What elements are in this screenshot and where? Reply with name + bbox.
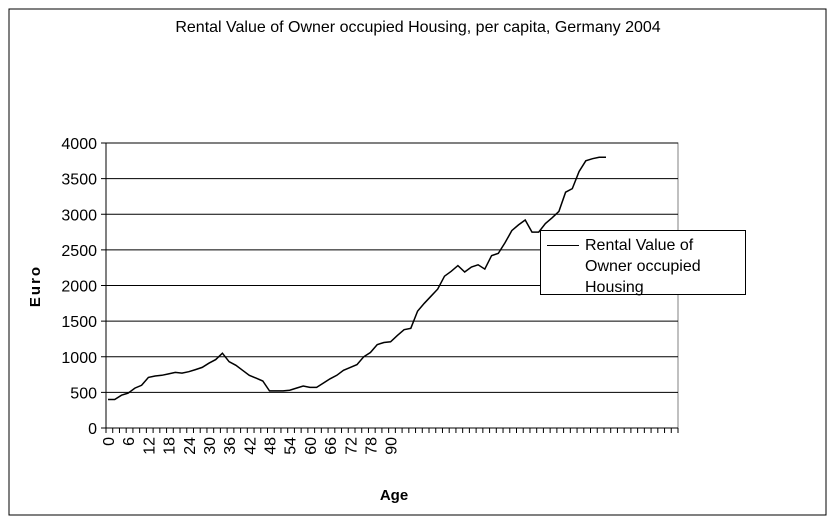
x-tick-label: 60 <box>303 437 320 455</box>
y-tick-label: 0 <box>88 421 97 438</box>
y-tick-label: 1500 <box>61 314 97 331</box>
x-tick-label: 42 <box>242 437 259 455</box>
x-tick-label: 12 <box>141 437 158 455</box>
x-tick-label: 18 <box>162 437 179 455</box>
x-tick-label: 78 <box>363 437 380 455</box>
y-tick-label: 2500 <box>61 243 97 260</box>
x-tick-label: 90 <box>384 437 401 455</box>
x-axis-label: Age <box>380 487 408 504</box>
x-tick-label: 0 <box>101 437 118 446</box>
series-line <box>108 156 606 401</box>
legend-swatch <box>547 245 579 246</box>
legend: Rental Value of Owner occupied Housing <box>540 230 746 296</box>
y-tick-label: 2000 <box>61 279 97 296</box>
y-tick-label: 3500 <box>61 172 97 189</box>
x-tick-label: 6 <box>121 437 138 446</box>
y-tick-label: 3000 <box>61 207 97 224</box>
chart-title: Rental Value of Owner occupied Housing, … <box>175 19 660 36</box>
x-tick-label: 72 <box>343 437 360 455</box>
x-tick-label: 24 <box>182 437 199 455</box>
y-axis-label: Euro <box>27 265 44 307</box>
x-tick-label: 54 <box>283 437 300 455</box>
x-tick-label: 48 <box>263 437 280 455</box>
x-tick-label: 36 <box>222 437 239 455</box>
x-tick-label: 66 <box>323 437 340 455</box>
y-tick-label: 500 <box>70 385 97 402</box>
legend-label: Rental Value of Owner occupied Housing <box>585 237 701 296</box>
y-tick-label: 1000 <box>61 350 97 367</box>
x-tick-label: 30 <box>202 437 219 455</box>
y-tick-label: 4000 <box>61 136 97 153</box>
